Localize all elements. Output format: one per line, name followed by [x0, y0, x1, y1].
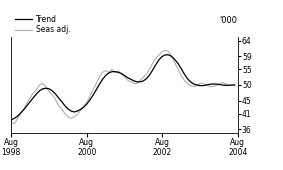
- Text: '000: '000: [220, 16, 238, 25]
- Legend: Trend, Seas adj.: Trend, Seas adj.: [15, 15, 70, 35]
